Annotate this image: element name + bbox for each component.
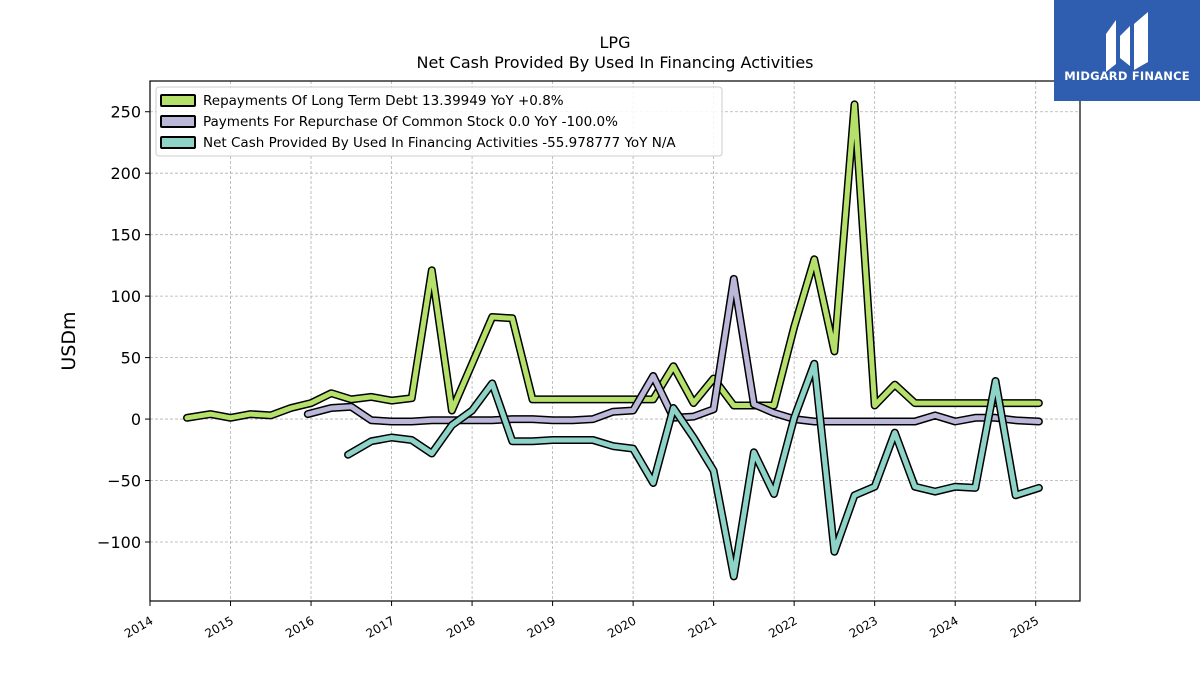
x-tick-label: 2015 <box>203 613 236 640</box>
series-lines <box>183 100 1043 581</box>
x-tick-label: 2017 <box>364 613 397 640</box>
x-tick-label: 2014 <box>122 613 155 640</box>
legend-swatch <box>160 115 196 128</box>
x-tick-label: 2018 <box>444 613 477 640</box>
plot-frame <box>149 80 1081 602</box>
x-tick-label: 2024 <box>927 613 960 640</box>
grid-lines <box>149 81 1080 601</box>
brand-logo-icon <box>1106 12 1148 72</box>
y-axis-label: USDm <box>58 311 80 370</box>
x-tick-label: 2019 <box>525 613 558 640</box>
chart-subtitle: Net Cash Provided By Used In Financing A… <box>416 53 814 72</box>
series-line <box>184 101 1042 421</box>
legend-box <box>155 86 723 157</box>
legend-label: Payments For Repurchase Of Common Stock … <box>203 114 618 130</box>
axis-ticks: −100 −50 0 50 100 150 200 250 2014 2015 2016 2017 20… <box>97 103 1041 641</box>
y-tick-label: 100 <box>110 287 141 306</box>
y-tick-label: 250 <box>110 103 141 122</box>
series-line <box>345 361 1042 579</box>
brand-logo: MIDGARD FINANCE <box>1054 0 1200 101</box>
x-tick-label: 2023 <box>847 613 880 640</box>
brand-logo-text: MIDGARD FINANCE <box>1064 69 1190 83</box>
x-tick-label: 2025 <box>1008 613 1041 640</box>
x-tick-label: 2021 <box>686 613 719 640</box>
legend-swatch <box>160 136 196 149</box>
y-tick-label: 200 <box>110 164 141 183</box>
x-tick-label: 2022 <box>766 613 799 640</box>
x-tick-label: 2020 <box>605 613 638 640</box>
legend-swatch <box>160 94 196 107</box>
y-tick-label: −50 <box>107 472 141 491</box>
chart-title: LPG <box>599 33 631 52</box>
y-tick-label: 50 <box>121 349 141 368</box>
y-tick-label: −100 <box>97 533 141 552</box>
legend: Repayments Of Long Term Debt 13.39949 Yo… <box>155 86 723 157</box>
x-tick-label: 2016 <box>283 613 316 640</box>
y-tick-label: 150 <box>110 226 141 245</box>
legend-label: Repayments Of Long Term Debt 13.39949 Yo… <box>203 93 564 109</box>
y-tick-label: 0 <box>131 410 141 429</box>
legend-label: Net Cash Provided By Used In Financing A… <box>203 135 676 151</box>
